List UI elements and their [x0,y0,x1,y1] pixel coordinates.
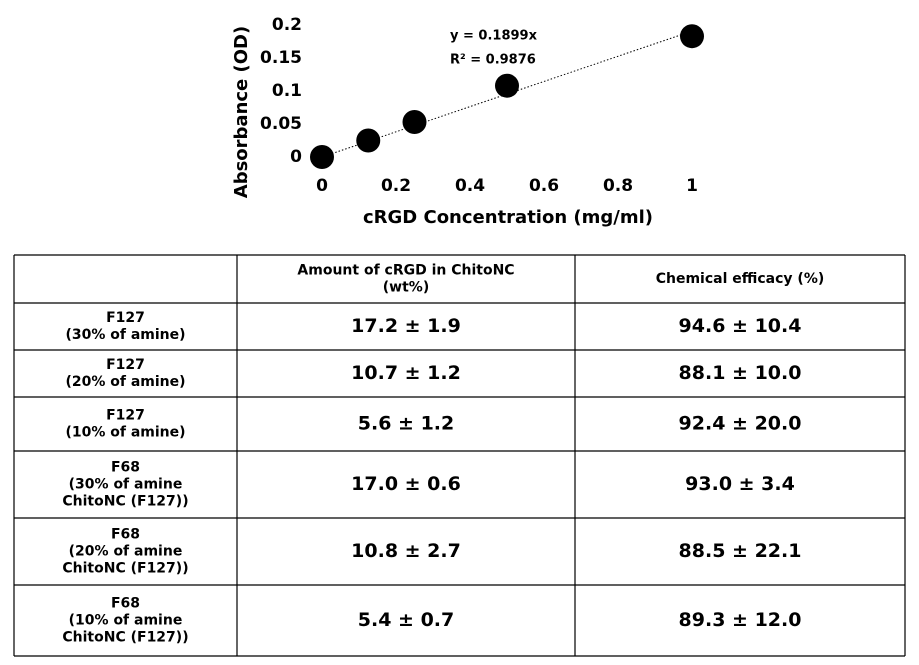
header-cell: (wt%) [383,280,429,296]
row-label: F127 [106,310,145,326]
row-label: (30% of amine) [65,327,185,343]
x-tick-label: 0.4 [455,176,485,196]
table-value: 10.7 ± 1.2 [351,362,461,384]
y-tick-label: 0.1 [272,81,302,101]
table-value: 5.4 ± 0.7 [358,609,454,631]
x-axis-label: cRGD Concentration (mg/ml) [363,207,653,228]
header-cell: Chemical efficacy (%) [656,271,825,287]
table-value: 94.6 ± 10.4 [679,315,802,337]
table-value: 10.8 ± 2.7 [351,540,461,562]
table-value: 93.0 ± 3.4 [685,473,795,495]
point [310,145,334,169]
table-value: 88.5 ± 22.1 [679,540,802,562]
header-cell: Amount of cRGD in ChitoNC [297,263,514,279]
point [402,110,427,135]
trendline [321,30,693,158]
point [680,24,704,49]
y-tick-label: 0.05 [260,114,302,134]
x-tick-label: 0.2 [381,176,411,196]
y-tick-label: 0.2 [272,15,302,35]
row-label: F68 [111,460,140,476]
x-tick-label: 1 [686,176,698,196]
y-tick-label: 0 [290,147,302,167]
table-value: 17.0 ± 0.6 [351,473,461,495]
y-tick-label: 0.15 [260,48,302,68]
row-label: ChitoNC (F127)) [62,630,188,646]
x-tick-label: 0 [316,176,328,196]
row-label: F127 [106,408,145,424]
row-label: (20% of amine [69,544,183,560]
point [356,128,381,153]
row-label: F127 [106,357,145,373]
point [495,73,519,98]
row-label: (10% of amine [69,613,183,629]
table-value: 88.1 ± 10.0 [679,362,802,384]
x-tick-label: 0.6 [529,176,559,196]
table-value: 5.6 ± 1.2 [358,413,454,435]
table-value: 92.4 ± 20.0 [679,413,802,435]
row-label: F68 [111,527,140,543]
x-tick-label: 0.8 [603,176,633,196]
y-axis-label: Absorbance (OD) [231,26,252,198]
table-value: 89.3 ± 12.0 [679,609,802,631]
annotation: R² = 0.9876 [450,53,536,68]
annotation: y = 0.1899x [450,29,538,44]
row-label: F68 [111,596,140,612]
row-label: (20% of amine) [65,374,185,390]
row-label: (30% of amine [69,477,183,493]
row-label: ChitoNC (F127)) [62,494,188,510]
table-value: 17.2 ± 1.9 [351,315,461,337]
row-label: (10% of amine) [65,425,185,441]
row-label: ChitoNC (F127)) [62,561,188,577]
